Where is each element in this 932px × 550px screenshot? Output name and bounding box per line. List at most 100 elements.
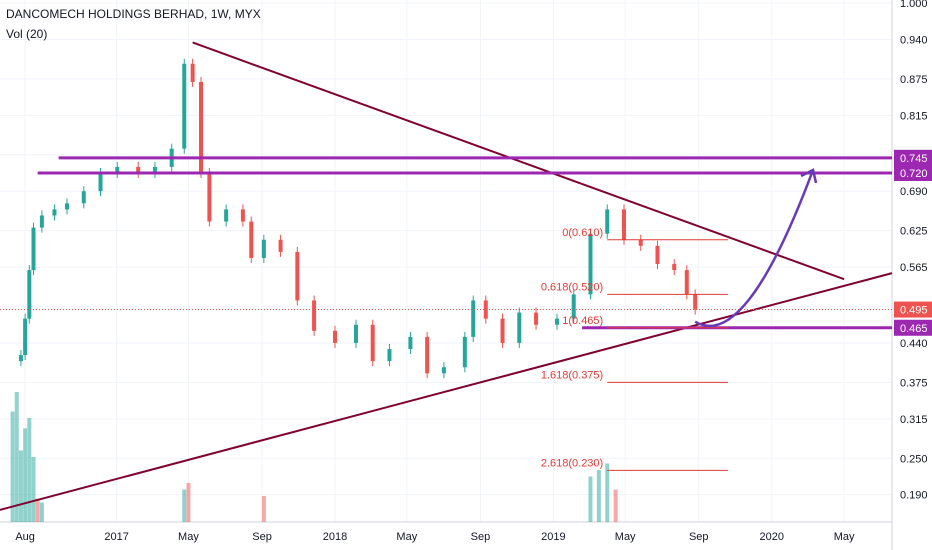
candle-body xyxy=(240,209,245,222)
candle-body xyxy=(441,367,446,374)
y-tick-label: 0.315 xyxy=(900,414,928,426)
price-tag-label: 0.465 xyxy=(900,323,928,335)
x-tick-label: 2020 xyxy=(760,531,784,543)
candle-body xyxy=(471,300,476,337)
volume-bar xyxy=(31,457,36,522)
volume-bar xyxy=(23,428,28,522)
candle-body xyxy=(18,355,23,362)
candle-body xyxy=(115,166,120,173)
candle-body xyxy=(27,270,32,319)
candle-body xyxy=(224,209,229,222)
fib-level-label: 0.618(0.520) xyxy=(541,281,603,293)
candle-body xyxy=(353,324,358,343)
candle-body xyxy=(190,63,195,82)
candle-body xyxy=(152,166,157,173)
chart-title: DANCOMECH HOLDINGS BERHAD, 1W, MYX xyxy=(6,7,261,21)
candle-body xyxy=(517,312,522,343)
candle-body xyxy=(693,294,698,310)
candle-body xyxy=(655,245,660,265)
candle-body xyxy=(278,239,283,252)
candle-body xyxy=(387,349,392,362)
candle-body xyxy=(588,233,593,295)
price-tag-label: 0.720 xyxy=(900,168,928,180)
candle-body xyxy=(554,318,559,325)
candle-body xyxy=(98,172,103,192)
candle-body xyxy=(483,300,488,319)
volume-bar xyxy=(35,498,40,522)
candle-body xyxy=(312,300,317,331)
fib-level-label: 1.618(0.375) xyxy=(541,369,603,381)
y-tick-label: 0.625 xyxy=(900,226,928,238)
candle-body xyxy=(65,203,70,210)
volume-bar xyxy=(261,496,266,522)
volume-bar xyxy=(14,392,19,522)
candle-body xyxy=(31,227,36,271)
x-tick-label: May xyxy=(615,531,636,543)
candle-body xyxy=(52,209,57,216)
candle-body xyxy=(571,294,576,319)
y-tick-label: 0.375 xyxy=(900,377,928,389)
y-tick-label: 0.940 xyxy=(900,34,928,46)
fib-level-label: 2.618(0.230) xyxy=(541,457,603,469)
x-tick-label: 2017 xyxy=(104,531,128,543)
candle-body xyxy=(684,270,689,295)
candle-body xyxy=(295,251,300,301)
volume-bar xyxy=(10,411,15,522)
x-tick-label: 2018 xyxy=(323,531,347,543)
candle-body xyxy=(23,318,28,356)
arrowhead-icon xyxy=(800,168,818,184)
volume-bar xyxy=(605,463,610,522)
volume-bar xyxy=(182,489,187,522)
candle-body xyxy=(500,318,505,343)
projection-arrow xyxy=(694,169,815,328)
y-tick-label: 0.815 xyxy=(900,110,928,122)
candle-body xyxy=(81,191,86,204)
y-tick-label: 0.250 xyxy=(900,453,928,465)
candle-body xyxy=(534,312,539,325)
candle-body xyxy=(182,63,187,149)
x-tick-label: May xyxy=(178,531,199,543)
candle-body xyxy=(249,221,254,258)
volume-indicator-label: Vol (20) xyxy=(6,27,48,41)
candle-body xyxy=(136,166,141,173)
price-tag xyxy=(894,319,932,336)
trendline xyxy=(0,272,893,511)
fib-level-label: 1(0.465) xyxy=(562,315,603,327)
candle-body xyxy=(462,336,467,368)
volume-bar xyxy=(613,489,618,522)
candle-body xyxy=(408,336,413,350)
volume-bar xyxy=(18,450,23,522)
candle-body xyxy=(207,172,212,222)
price-tag-label: 0.495 xyxy=(900,305,928,317)
trendline xyxy=(192,41,845,281)
x-tick-label: 2019 xyxy=(541,531,565,543)
y-tick-label: 1.000 xyxy=(900,0,928,10)
x-tick-label: Sep xyxy=(689,531,709,543)
volume-bar xyxy=(588,476,593,522)
fib-level-label: 0(0.610) xyxy=(562,227,603,239)
volume-bar xyxy=(27,418,32,522)
price-tag xyxy=(894,164,932,181)
x-tick-label: May xyxy=(396,531,417,543)
candle-body xyxy=(199,81,204,173)
volume-bar xyxy=(39,502,44,522)
candle-body xyxy=(621,209,626,240)
x-tick-label: May xyxy=(834,531,855,543)
candle-body xyxy=(605,209,610,234)
price-tag xyxy=(894,149,932,166)
x-tick-label: Sep xyxy=(252,531,272,543)
y-tick-label: 0.690 xyxy=(900,186,928,198)
candle-body xyxy=(333,330,338,343)
price-tag-label: 0.745 xyxy=(900,153,928,165)
candle-body xyxy=(638,239,643,246)
y-tick-label: 0.565 xyxy=(900,262,928,274)
candle-body xyxy=(425,336,430,374)
candle-body xyxy=(370,324,375,362)
volume-bar xyxy=(596,470,601,522)
candle-body xyxy=(39,215,44,228)
candle-body xyxy=(672,264,677,271)
x-tick-label: Aug xyxy=(15,531,35,543)
y-tick-label: 0.875 xyxy=(900,74,928,86)
